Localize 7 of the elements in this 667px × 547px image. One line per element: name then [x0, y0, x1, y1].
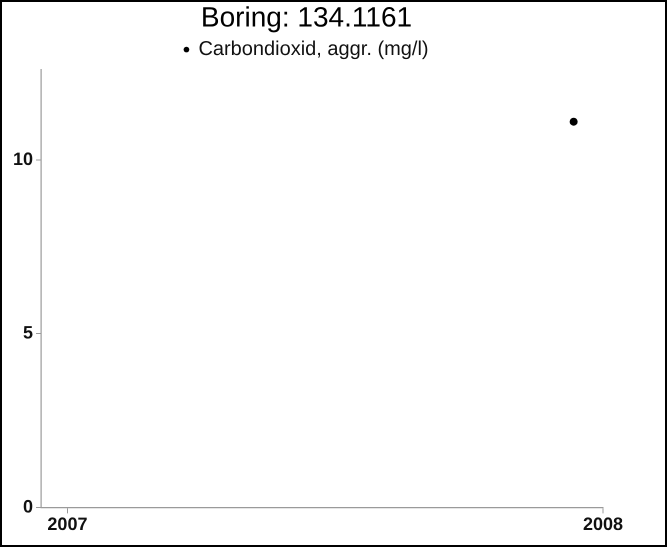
chart-title: Boring: 134.1161 — [200, 2, 412, 33]
legend-label: Carbondioxid, aggr. (mg/l) — [198, 38, 429, 60]
y-tick-label: 5 — [23, 322, 34, 343]
y-tick-label: 0 — [23, 496, 34, 516]
x-tick-label: 2007 — [47, 514, 88, 534]
y-tick-label: 10 — [12, 148, 34, 169]
x-tick-label: 2008 — [582, 514, 624, 534]
